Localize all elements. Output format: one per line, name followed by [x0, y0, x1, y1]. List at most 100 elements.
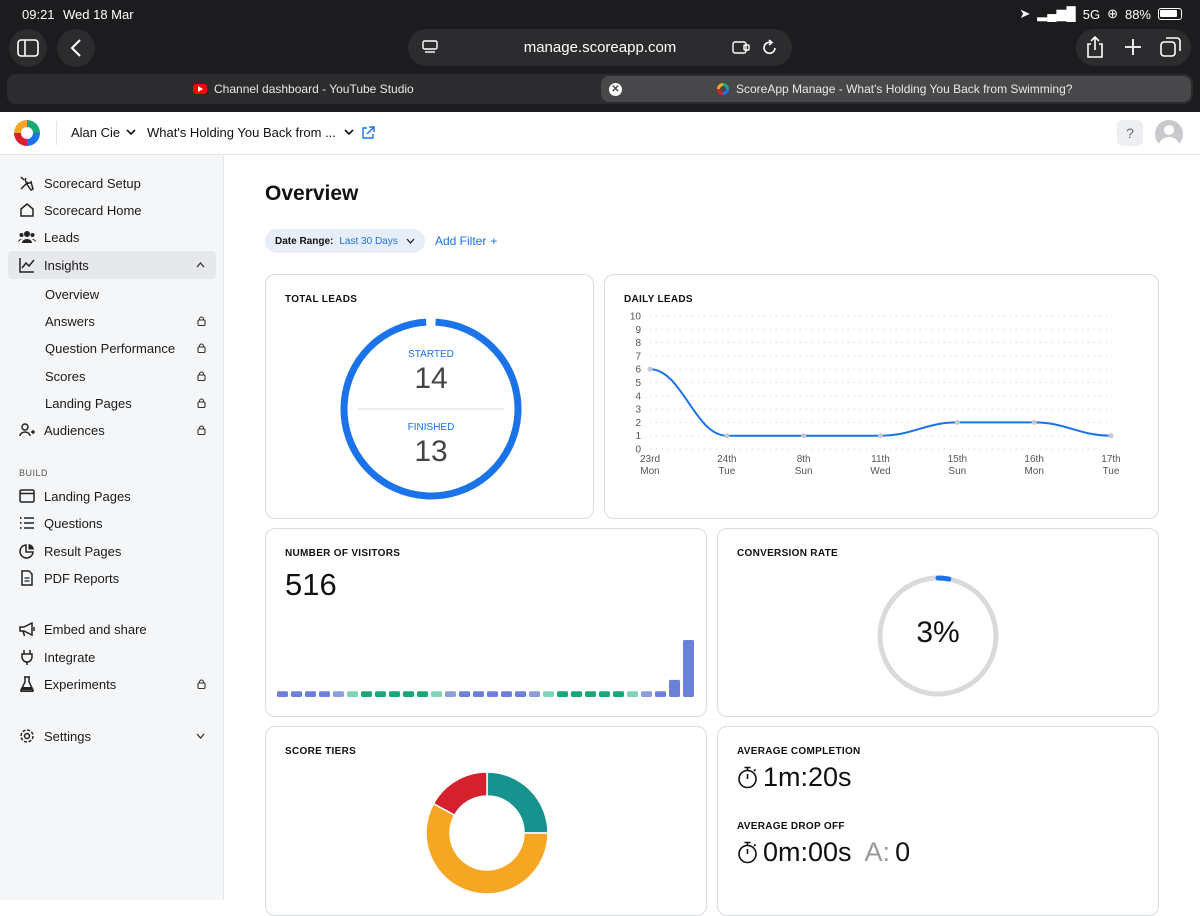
daily-leads-card: DAILY LEADS 0 1 2 3 4 5 6 7 8 9 10 23rd Mon 24th Tue 8t…	[604, 274, 1159, 519]
sidebar-item-label: Settings	[44, 728, 91, 744]
finished-value: 13	[414, 435, 448, 468]
sidebar-item-scorecard-setup[interactable]: Scorecard Setup	[8, 169, 216, 197]
sidebar-item-scores[interactable]: Scores	[8, 362, 216, 390]
sidebar-toggle-button[interactable]	[9, 29, 47, 67]
add-filter-button[interactable]: Add Filter +	[435, 234, 497, 248]
date-range-label: Date Range:	[275, 235, 334, 247]
total-leads-card: TOTAL LEADS STARTED 14 FINISHED 13	[265, 274, 594, 519]
x-tick-label: Mon	[1024, 466, 1043, 477]
sidebar-item-overview[interactable]: Overview	[8, 280, 216, 308]
sidebar-item-answers[interactable]: Answers	[8, 307, 216, 335]
pie-chart-icon	[18, 542, 36, 560]
sidebar-item-questions[interactable]: Questions	[8, 509, 216, 537]
visitor-bar	[431, 691, 442, 697]
account-switcher[interactable]: Alan Cie	[71, 125, 136, 140]
card-title: DAILY LEADS	[624, 294, 693, 305]
x-tick-label: 16th	[1024, 454, 1043, 465]
date-range-value: Last 30 Days	[339, 235, 398, 247]
visitor-bar	[501, 691, 512, 697]
tools-icon	[18, 174, 36, 192]
app-header: Alan Cie What's Holding You Back from ..…	[0, 112, 1200, 155]
sidebar-item-label: Questions	[44, 515, 103, 531]
scorecard-switcher[interactable]: What's Holding You Back from ...	[147, 125, 354, 140]
visitor-bar	[291, 691, 302, 697]
x-tick-label: 11th	[871, 454, 890, 465]
megaphone-icon	[18, 620, 36, 638]
sidebar-item-label: Leads	[44, 229, 80, 245]
scoreapp-logo[interactable]	[14, 120, 40, 146]
tab-scoreapp[interactable]: ✕ ScoreApp Manage - What's Holding You B…	[601, 76, 1191, 102]
close-tab-icon[interactable]: ✕	[609, 83, 622, 96]
list-icon	[18, 514, 36, 532]
stopwatch-icon	[738, 841, 757, 864]
x-tick-label: 24th	[717, 454, 736, 465]
sidebar-item-label: Answers	[45, 313, 95, 329]
card-title: NUMBER OF VISITORS	[285, 548, 401, 559]
sidebar-item-integrate[interactable]: Integrate	[8, 643, 216, 671]
chevron-down-icon	[406, 238, 415, 244]
sidebar-item-landing-pages-insights[interactable]: Landing Pages	[8, 389, 216, 417]
sidebar-item-scorecard-home[interactable]: Scorecard Home	[8, 196, 216, 224]
y-tick-label: 4	[635, 391, 641, 402]
sidebar-item-landing-pages[interactable]: Landing Pages	[8, 482, 216, 510]
visitors-value: 516	[285, 567, 337, 602]
data-point	[647, 366, 653, 372]
help-button[interactable]: ?	[1117, 120, 1143, 146]
started-label: STARTED	[408, 349, 454, 360]
avatar[interactable]	[1155, 120, 1183, 148]
location-icon: ➤	[1019, 6, 1031, 21]
conversion-ring	[877, 575, 999, 697]
share-icon[interactable]	[1086, 36, 1104, 58]
sidebar-icon	[17, 39, 39, 57]
address-bar[interactable]: manage.scoreapp.com	[408, 29, 792, 66]
tab-youtube-studio[interactable]: Channel dashboard - YouTube Studio	[193, 74, 414, 104]
visitor-bar	[543, 691, 554, 697]
extensions-icon[interactable]	[732, 40, 750, 55]
sidebar-item-question-performance[interactable]: Question Performance	[8, 334, 216, 362]
reload-icon[interactable]	[762, 39, 778, 56]
main-content: Overview Date Range: Last 30 Days Add Fi…	[225, 155, 1200, 916]
x-tick-label: Wed	[870, 466, 890, 477]
external-link-icon[interactable]	[361, 126, 375, 140]
sidebar-item-settings[interactable]: Settings	[8, 722, 216, 750]
sidebar-item-insights[interactable]: Insights	[8, 251, 216, 279]
conversion-value: 3%	[916, 616, 960, 649]
y-tick-label: 7	[635, 351, 641, 362]
add-filter-label: Add Filter	[435, 234, 487, 248]
x-tick-label: 17th	[1101, 454, 1120, 465]
tab-overview-icon[interactable]	[1160, 37, 1181, 57]
new-tab-icon[interactable]	[1124, 38, 1142, 56]
status-date: Wed 18 Mar	[63, 7, 134, 22]
back-button[interactable]	[57, 29, 95, 67]
x-tick-label: 23rd	[640, 454, 660, 465]
visitor-bar	[389, 691, 400, 697]
plug-icon	[18, 648, 36, 666]
visitor-bar	[613, 691, 624, 697]
line-chart-icon	[18, 256, 36, 274]
visitor-bar	[487, 691, 498, 697]
chevron-up-icon	[196, 262, 205, 268]
sidebar-item-embed-and-share[interactable]: Embed and share	[8, 615, 216, 643]
tab-strip: Channel dashboard - YouTube Studio ✕ Sco…	[7, 74, 1193, 104]
donut-slice	[425, 802, 549, 895]
orientation-lock-icon: ⊕	[1107, 6, 1118, 21]
date-range-filter[interactable]: Date Range: Last 30 Days	[265, 229, 425, 253]
card-title: SCORE TIERS	[285, 746, 357, 757]
sidebar-item-leads[interactable]: Leads	[8, 223, 216, 251]
battery-percent: 88%	[1124, 6, 1151, 22]
visitor-bar	[669, 679, 680, 697]
document-icon	[18, 569, 36, 587]
visitor-bar	[599, 691, 610, 697]
page-menu-icon	[422, 40, 438, 53]
card-title: TOTAL LEADS	[285, 294, 358, 305]
sidebar-item-experiments[interactable]: Experiments	[8, 670, 216, 698]
visitor-bar	[445, 691, 456, 697]
sidebar-item-label: Integrate	[44, 649, 96, 665]
y-tick-label: 5	[635, 378, 641, 389]
youtube-icon	[193, 84, 207, 94]
sidebar-item-result-pages[interactable]: Result Pages	[8, 537, 216, 565]
data-point	[1031, 419, 1037, 425]
sidebar-item-pdf-reports[interactable]: PDF Reports	[8, 564, 216, 592]
conversion-arc	[877, 575, 999, 697]
sidebar-item-audiences[interactable]: Audiences	[8, 416, 216, 444]
